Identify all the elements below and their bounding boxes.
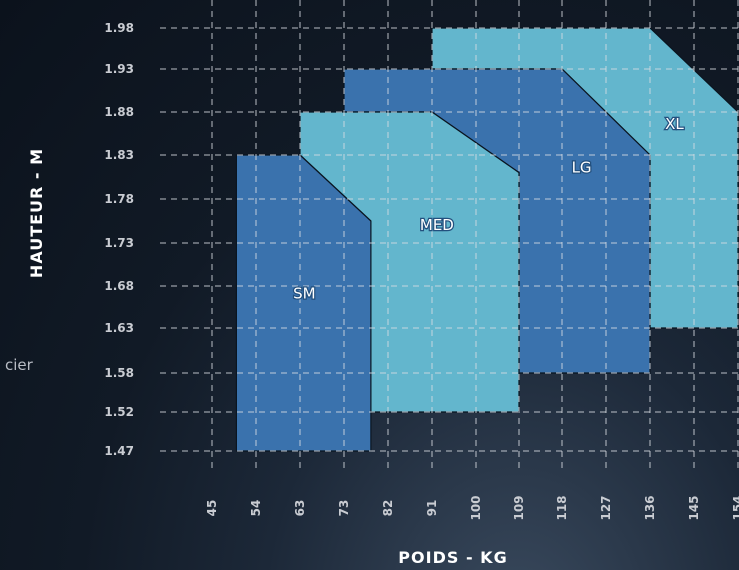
x-tick-label: 45	[205, 500, 219, 517]
region-label-xl: XL	[665, 115, 684, 133]
y-tick-label: 1.63	[104, 321, 134, 335]
y-tick-label: 1.58	[104, 366, 134, 380]
x-tick-labels: 45 54 63 73 82 91 100 109 118 127 136 145 154	[205, 495, 739, 520]
x-tick-label: 154	[731, 495, 739, 520]
y-tick-label: 1.98	[104, 21, 134, 35]
x-tick-label: 91	[425, 500, 439, 517]
x-tick-label: 63	[293, 500, 307, 517]
y-tick-label: 1.68	[104, 279, 134, 293]
x-tick-label: 109	[512, 495, 526, 520]
region-label-med: MED	[420, 216, 454, 234]
grid	[160, 0, 739, 468]
size-regions	[235, 27, 739, 452]
y-tick-label: 1.52	[104, 405, 134, 419]
y-axis-title: HAUTEUR - M	[27, 148, 46, 278]
y-tick-label: 1.78	[104, 192, 134, 206]
y-tick-label: 1.47	[104, 444, 134, 458]
y-tick-label: 1.73	[104, 236, 134, 250]
region-sm	[235, 154, 372, 452]
x-tick-label: 100	[469, 495, 483, 520]
x-tick-label: 73	[337, 500, 351, 517]
region-label-sm: SM	[293, 285, 315, 303]
y-tick-label: 1.88	[104, 105, 134, 119]
x-tick-label: 127	[599, 495, 613, 520]
x-axis-title: POIDS - KG	[398, 548, 507, 567]
x-tick-label: 118	[555, 495, 569, 520]
y-tick-labels: 1.98 1.93 1.88 1.83 1.78 1.73 1.68 1.63 1.58 1.52…	[104, 21, 134, 458]
x-tick-label: 145	[687, 495, 701, 520]
region-labels: XL LG MED SM	[292, 114, 686, 304]
side-text: cier	[5, 356, 34, 374]
y-tick-label: 1.83	[104, 148, 134, 162]
x-tick-label: 54	[249, 500, 263, 517]
x-tick-label: 82	[381, 500, 395, 517]
region-label-lg: LG	[572, 159, 592, 177]
x-tick-label: 136	[643, 495, 657, 520]
y-tick-label: 1.93	[104, 62, 134, 76]
